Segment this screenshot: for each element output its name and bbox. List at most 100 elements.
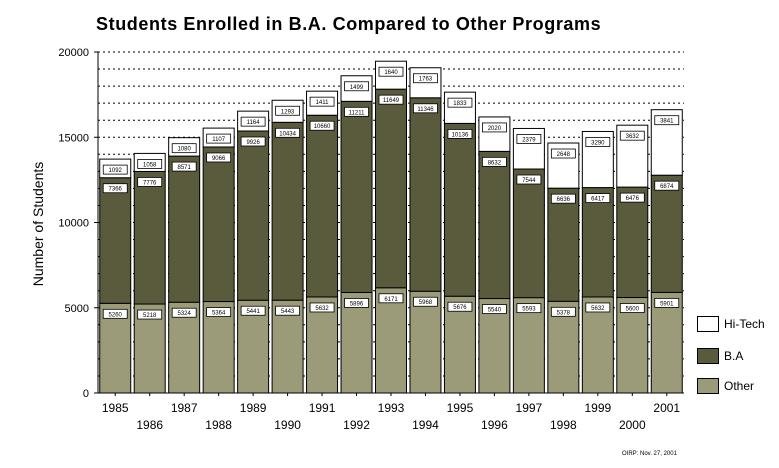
bar-ba-1996 bbox=[478, 150, 511, 300]
data-label-ba-2001: 6874 bbox=[660, 184, 674, 190]
data-label-box bbox=[206, 152, 232, 163]
data-label-ba-1999: 6417 bbox=[591, 197, 605, 203]
data-label-box bbox=[171, 307, 197, 318]
bar-ba-1997 bbox=[512, 168, 545, 299]
bar-ba-1995 bbox=[443, 122, 476, 297]
data-label-hitech-1985: 1092 bbox=[109, 168, 123, 174]
data-label-box bbox=[654, 297, 680, 308]
chart-title: Students Enrolled in B.A. Compared to Ot… bbox=[96, 14, 602, 34]
data-label-box bbox=[206, 307, 232, 317]
data-label-other-1985: 5260 bbox=[109, 312, 123, 318]
data-label-ba-1992: 11211 bbox=[349, 110, 365, 116]
data-label-other-1999: 5632 bbox=[591, 306, 605, 312]
data-label-hitech-1993: 1640 bbox=[384, 70, 398, 76]
data-label-box bbox=[550, 148, 576, 159]
data-label-other-1988: 5364 bbox=[212, 311, 226, 317]
data-label-hitech-1995: 1833 bbox=[453, 101, 467, 107]
data-label-ba-1985: 7366 bbox=[109, 187, 123, 193]
data-label-hitech-2000: 3632 bbox=[626, 134, 640, 140]
data-label-ba-1998: 6636 bbox=[557, 197, 571, 203]
data-label-box bbox=[171, 161, 197, 172]
data-label-box bbox=[240, 305, 266, 316]
x-tick-label: 1995 bbox=[447, 401, 474, 415]
data-label-other-1996: 5540 bbox=[488, 308, 502, 314]
data-label-box bbox=[344, 106, 369, 117]
data-label-hitech-1994: 1763 bbox=[419, 77, 433, 83]
x-tick-label: 1997 bbox=[516, 401, 543, 415]
data-label-box bbox=[550, 193, 576, 204]
bar-hitech-1995 bbox=[443, 91, 476, 124]
data-label-box bbox=[344, 298, 369, 308]
x-tick-label: 2001 bbox=[653, 401, 680, 415]
x-tick-label: 1987 bbox=[171, 401, 198, 415]
data-label-other-1998: 5378 bbox=[557, 310, 571, 316]
data-label-box bbox=[447, 129, 473, 139]
data-label-box bbox=[619, 303, 645, 313]
x-tick-label: 1998 bbox=[550, 418, 577, 432]
bar-other-2000 bbox=[616, 297, 649, 394]
data-label-ba-1996: 8632 bbox=[488, 160, 502, 166]
data-label-box bbox=[585, 137, 611, 147]
bar-ba-1991 bbox=[306, 114, 339, 298]
data-label-box bbox=[171, 143, 197, 154]
data-label-box bbox=[516, 303, 542, 314]
data-label-hitech-1987: 1080 bbox=[177, 147, 191, 153]
data-label-box bbox=[413, 73, 438, 84]
data-label-hitech-1988: 1107 bbox=[212, 137, 226, 143]
bar-other-1989 bbox=[237, 299, 270, 394]
legend-label-hitech: Hi-Tech bbox=[724, 317, 765, 331]
data-label-box bbox=[102, 308, 128, 319]
data-label-hitech-1997: 2379 bbox=[522, 137, 536, 143]
bar-other-1997 bbox=[512, 297, 545, 394]
data-label-box bbox=[378, 94, 404, 105]
legend-label-other: Other bbox=[724, 379, 755, 393]
data-label-other-1990: 5443 bbox=[281, 309, 295, 315]
bar-ba-1985 bbox=[99, 177, 132, 304]
data-label-other-1997: 5593 bbox=[522, 307, 536, 313]
y-tick-label: 10000 bbox=[58, 218, 89, 230]
legend-swatch-hitech bbox=[697, 316, 719, 332]
data-label-box bbox=[378, 66, 404, 77]
bar-ba-1989 bbox=[237, 130, 270, 301]
x-tick-label: 1986 bbox=[136, 418, 163, 432]
bar-ba-2000 bbox=[616, 186, 649, 299]
x-tick-label: 1991 bbox=[309, 401, 336, 415]
data-label-hitech-1986: 1058 bbox=[143, 162, 157, 168]
data-label-box bbox=[550, 306, 576, 317]
x-tick-label: 1996 bbox=[481, 418, 508, 432]
data-label-ba-1993: 11649 bbox=[383, 98, 400, 104]
data-label-hitech-1998: 2648 bbox=[557, 152, 571, 158]
x-tick-label: 2000 bbox=[619, 418, 646, 432]
bar-ba-2001 bbox=[650, 174, 683, 293]
data-label-ba-1990: 10434 bbox=[279, 131, 296, 137]
legend-swatch-other bbox=[697, 378, 719, 394]
data-label-box bbox=[378, 293, 404, 304]
x-tick-label: 1985 bbox=[102, 401, 129, 415]
data-label-other-1994: 5968 bbox=[419, 300, 433, 306]
data-label-hitech-1989: 1164 bbox=[247, 120, 261, 126]
data-label-box bbox=[482, 156, 507, 167]
data-label-other-1987: 5324 bbox=[177, 311, 191, 317]
data-label-ba-1986: 7776 bbox=[143, 180, 157, 186]
data-label-ba-1988: 9066 bbox=[212, 156, 226, 162]
data-label-hitech-1996: 2020 bbox=[488, 126, 502, 132]
data-label-box bbox=[309, 96, 335, 107]
data-label-ba-1991: 10660 bbox=[314, 124, 331, 130]
data-label-box bbox=[654, 115, 680, 126]
data-label-other-1992: 5896 bbox=[350, 301, 364, 307]
data-label-box bbox=[309, 120, 335, 131]
bar-other-2001 bbox=[650, 291, 683, 394]
y-tick-label: 15000 bbox=[58, 132, 89, 144]
data-label-box bbox=[413, 103, 438, 114]
data-label-box bbox=[102, 164, 128, 175]
y-tick-label: 0 bbox=[83, 388, 89, 400]
data-label-box bbox=[447, 301, 473, 312]
bar-other-1991 bbox=[306, 296, 339, 394]
data-label-hitech-1992: 1499 bbox=[350, 85, 364, 91]
bar-other-1992 bbox=[340, 291, 373, 394]
data-label-ba-1987: 8571 bbox=[177, 165, 191, 171]
y-tick-label: 20000 bbox=[58, 47, 89, 59]
x-tick-label: 1990 bbox=[274, 418, 301, 432]
data-label-hitech-2001: 3841 bbox=[660, 119, 674, 125]
